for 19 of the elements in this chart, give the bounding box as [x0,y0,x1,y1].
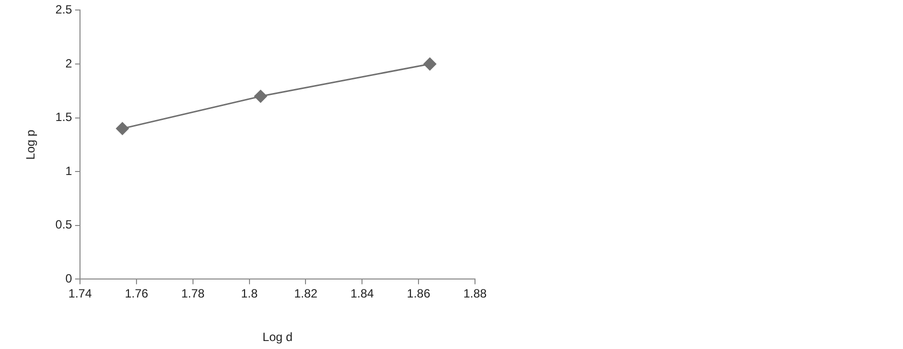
y-tick-label: 0 [65,272,72,286]
y-tick-label: 1 [65,164,72,178]
x-tick-label: 1.8 [240,286,258,301]
x-tick-label: 1.82 [294,286,318,301]
point [423,58,436,70]
y-tick-label: 0.5 [55,218,72,232]
x-tick-label: 1.88 [463,286,487,301]
x-tick-label: 1.84 [350,286,374,301]
y-tick-label: 2 [65,56,72,70]
x-tick-label: 1.78 [181,286,205,301]
x-tick-label: 1.74 [68,286,92,301]
point [254,90,268,103]
y-tick-label: 1.5 [55,110,72,124]
point [116,122,129,136]
y-tick-label: 2.5 [55,2,72,17]
y-axis-title: Log p [24,129,38,160]
x-tick-label: 1.76 [124,286,148,301]
x-axis-title: Log d [262,330,293,344]
x-tick-label: 1.86 [406,286,431,301]
